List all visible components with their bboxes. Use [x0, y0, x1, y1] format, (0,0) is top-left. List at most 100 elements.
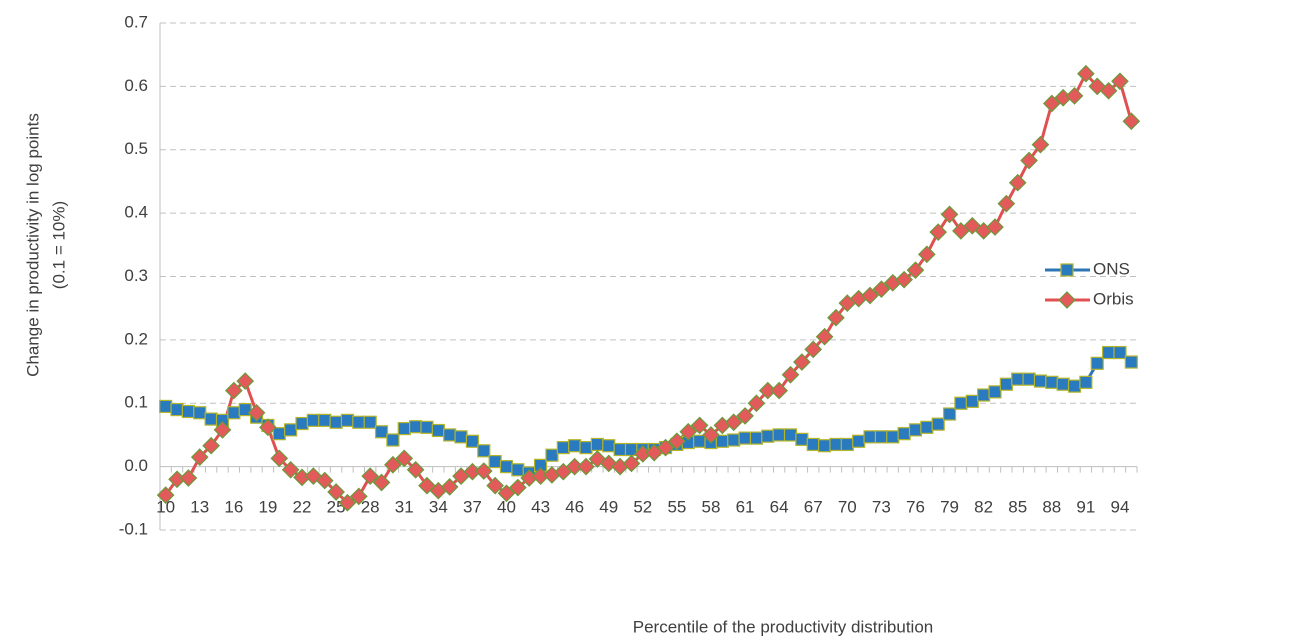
data-point — [440, 478, 459, 496]
series-line — [164, 71, 1133, 505]
data-point — [861, 286, 879, 305]
x-tick-label: 79 — [940, 497, 959, 516]
data-point — [693, 434, 707, 448]
x-tick-label: 37 — [463, 497, 482, 516]
x-tick-label: 85 — [1008, 497, 1027, 516]
data-point — [409, 420, 423, 434]
data-point — [656, 438, 675, 457]
data-point — [406, 460, 425, 479]
data-point — [908, 423, 923, 437]
data-point — [170, 402, 184, 417]
legend-label: ONS — [1093, 259, 1130, 278]
data-point — [497, 484, 516, 503]
x-tick-label: 52 — [633, 497, 652, 516]
data-point — [568, 439, 582, 453]
y-tick-label: 0.3 — [124, 266, 148, 285]
data-point — [829, 437, 843, 452]
data-point — [1022, 372, 1036, 386]
data-point — [577, 457, 595, 476]
data-point — [281, 460, 300, 479]
data-point — [1011, 372, 1025, 386]
data-point — [204, 412, 218, 426]
legend-marker — [1060, 263, 1074, 277]
data-point — [977, 388, 991, 402]
x-tick-label: 40 — [497, 497, 516, 516]
data-point — [929, 223, 948, 241]
data-point — [920, 420, 934, 434]
x-tick-label: 61 — [736, 497, 755, 516]
data-point — [1056, 377, 1070, 391]
data-point — [897, 427, 911, 441]
data-point — [224, 381, 243, 400]
x-tick-label: 64 — [770, 497, 789, 516]
data-point — [886, 430, 900, 444]
data-point — [781, 365, 800, 384]
data-point — [1042, 94, 1061, 113]
data-point — [895, 270, 913, 289]
data-point — [1088, 77, 1107, 96]
x-tick-label: 58 — [702, 497, 721, 516]
data-point — [349, 487, 368, 506]
data-point — [193, 406, 207, 420]
x-tick-label: 28 — [361, 497, 380, 516]
data-point — [917, 245, 936, 264]
data-point — [159, 399, 173, 414]
data-point — [806, 437, 820, 452]
x-tick-label: 88 — [1042, 497, 1061, 516]
data-point — [702, 426, 720, 444]
data-point — [477, 444, 491, 458]
data-point — [181, 404, 196, 419]
data-point — [590, 437, 604, 452]
data-point — [202, 436, 220, 455]
data-point — [1008, 173, 1027, 192]
data-point — [315, 471, 334, 490]
x-tick-label: 16 — [224, 497, 243, 516]
data-point — [499, 460, 514, 474]
x-tick-label: 13 — [190, 497, 209, 516]
x-tick-label: 19 — [258, 497, 277, 516]
data-point — [306, 413, 320, 427]
x-tick-label: 34 — [429, 497, 448, 516]
y-tick-label: 0.2 — [124, 329, 148, 348]
data-point — [509, 478, 527, 497]
data-point — [338, 493, 357, 512]
data-point — [1033, 374, 1048, 388]
data-point — [906, 261, 925, 280]
data-point — [397, 422, 411, 436]
data-point — [372, 473, 391, 492]
data-point — [761, 429, 775, 443]
data-point — [386, 433, 400, 447]
data-point — [327, 483, 345, 501]
data-point — [361, 467, 380, 485]
data-point — [622, 454, 641, 473]
data-point — [236, 372, 255, 390]
x-tick-label: 55 — [667, 497, 686, 516]
data-point — [443, 428, 457, 442]
data-point — [1065, 87, 1084, 105]
legend-label: Orbis — [1093, 289, 1134, 308]
data-point — [454, 430, 468, 444]
data-point — [284, 423, 298, 437]
data-point — [874, 430, 888, 444]
data-point — [227, 406, 241, 420]
legend-marker — [1058, 291, 1076, 309]
data-point — [738, 431, 752, 445]
data-point — [1031, 135, 1050, 154]
x-tick-label: 22 — [293, 497, 312, 516]
data-point — [690, 416, 709, 435]
data-point — [747, 394, 766, 413]
x-tick-label: 31 — [395, 497, 414, 516]
y-tick-label: 0.4 — [124, 203, 148, 222]
data-point — [940, 205, 959, 224]
data-point — [340, 413, 355, 427]
x-tick-label: 94 — [1110, 497, 1129, 516]
data-point — [1079, 375, 1093, 389]
y-tick-label: -0.1 — [119, 519, 148, 538]
data-point — [488, 454, 502, 469]
y-axis-title: (0.1 = 10%) — [49, 201, 68, 289]
data-point — [795, 432, 809, 446]
data-point — [793, 353, 811, 371]
data-point — [988, 385, 1002, 399]
data-point — [736, 407, 754, 425]
